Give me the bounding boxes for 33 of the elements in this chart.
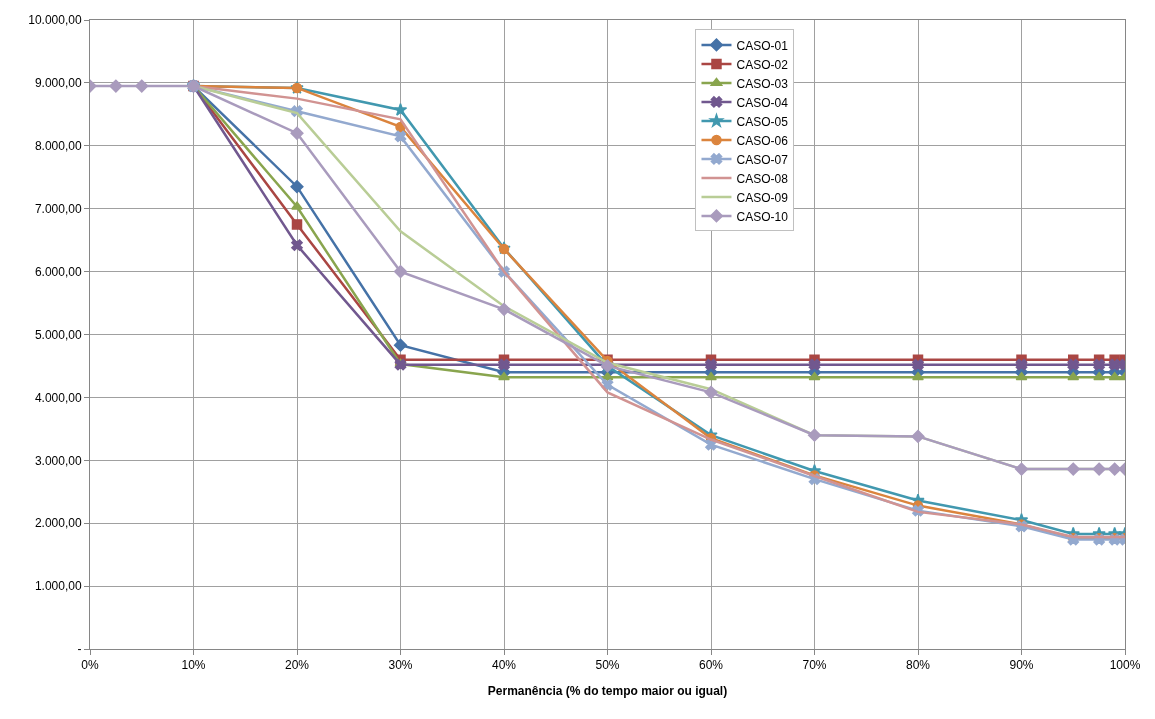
y-tick-label: 10.000,00 [28,13,82,28]
x-tick-label: 40% [491,658,517,673]
y-tick-label: 3.000,00 [34,453,82,468]
legend-label: CASO-04 [736,95,789,110]
x-tick-label: 30% [388,658,413,673]
x-tick-label: 90% [1009,658,1034,673]
y-tick-label: 6.000,00 [34,264,82,279]
x-tick-label: 50% [595,658,620,673]
legend-label: CASO-01 [736,38,789,53]
y-tick-label: 4.000,00 [34,390,82,405]
y-tick-label: 1.000,00 [34,579,82,594]
legend-label: CASO-08 [736,171,789,186]
legend-label: CASO-09 [736,190,789,205]
legend-label: CASO-05 [736,114,789,129]
y-tick-label: - [77,642,82,657]
y-tick-label: 2.000,00 [34,516,82,531]
x-tick-label: 100% [1109,658,1141,673]
x-tick-label: 70% [802,658,827,673]
legend-label: CASO-10 [736,209,789,224]
legend-label: CASO-03 [736,76,789,91]
x-tick-label: 60% [698,658,724,673]
x-tick-label: 20% [284,658,310,673]
y-tick-label: 5.000,00 [34,327,82,342]
x-tick-label: 0% [81,658,99,673]
x-tick-label: 10% [181,658,206,673]
y-tick-label: 9.000,00 [34,76,82,91]
y-tick-label: 8.000,00 [34,139,82,153]
legend-label: CASO-07 [736,152,789,167]
x-axis-title: Permanência (% do tempo maior ou igual) [487,684,728,698]
legend-label: CASO-06 [736,133,789,148]
y-tick-label: 7.000,00 [34,201,82,216]
x-tick-label: 80% [905,658,931,673]
legend-label: CASO-02 [736,57,789,72]
